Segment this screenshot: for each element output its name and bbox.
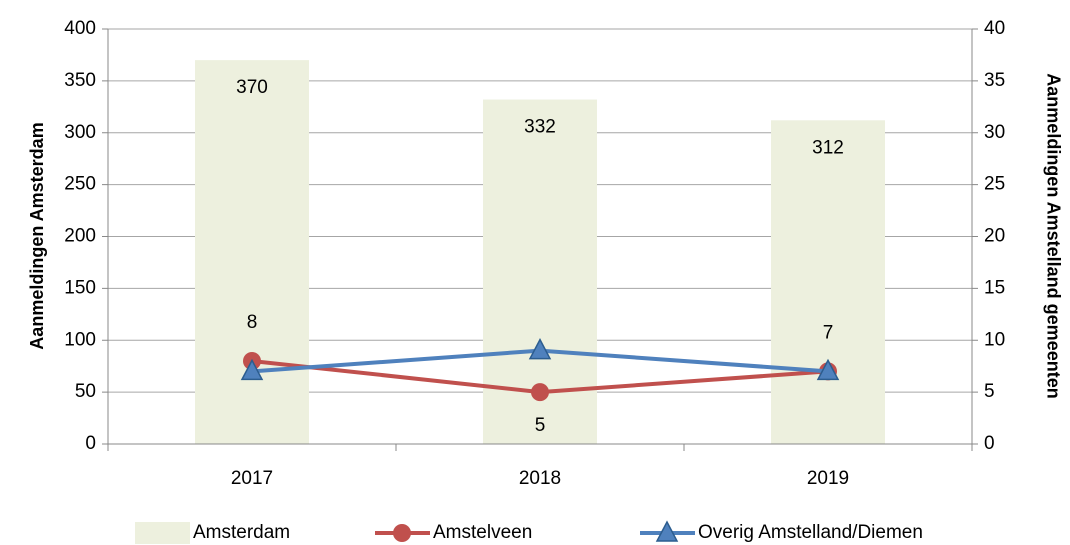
legend-label: Amstelveen xyxy=(433,522,532,543)
y2-tick-label: 35 xyxy=(984,70,1005,91)
line-marker xyxy=(655,520,679,542)
line-marker xyxy=(393,524,411,542)
y2-tick-label: 40 xyxy=(984,18,1005,39)
bar xyxy=(771,120,885,445)
line-marker xyxy=(816,358,840,381)
y-tick-label: 200 xyxy=(64,226,96,247)
line-label: 8 xyxy=(247,312,258,333)
y2-tick-label: 25 xyxy=(984,174,1005,195)
y2-tick-label: 0 xyxy=(984,433,995,454)
line-label: 7 xyxy=(823,322,834,343)
x-tick-label: 2018 xyxy=(519,468,561,489)
y2-tick-label: 15 xyxy=(984,277,1005,298)
y-tick-label: 0 xyxy=(85,433,96,454)
y2-tick-label: 30 xyxy=(984,122,1005,143)
line-marker xyxy=(531,383,549,402)
y-axis-label: Aanmeldingen Amsterdam xyxy=(27,122,47,349)
x-tick-label: 2019 xyxy=(807,468,849,489)
bar-label: 332 xyxy=(524,117,556,138)
bar xyxy=(195,60,309,444)
legend-label: Amsterdam xyxy=(193,522,290,543)
x-tick-label: 2017 xyxy=(231,468,273,489)
y2-tick-label: 10 xyxy=(984,329,1005,350)
y-tick-label: 150 xyxy=(64,277,96,298)
y-tick-label: 300 xyxy=(64,122,96,143)
legend-swatch xyxy=(135,522,190,544)
bar-label: 312 xyxy=(812,137,844,158)
y-tick-label: 50 xyxy=(75,381,96,402)
y2-tick-label: 5 xyxy=(984,381,995,402)
bar-label: 370 xyxy=(236,77,268,98)
y-tick-label: 350 xyxy=(64,70,96,91)
line-marker xyxy=(240,358,264,381)
y2-axis-label: Aanmeldingen Amstelland gemeenten xyxy=(1043,73,1063,398)
y2-tick-label: 20 xyxy=(984,226,1005,247)
y-tick-label: 250 xyxy=(64,174,96,195)
y-tick-label: 100 xyxy=(64,329,96,350)
line-label: 5 xyxy=(535,415,546,436)
line-marker xyxy=(528,338,552,360)
y-tick-label: 400 xyxy=(64,18,96,39)
legend-label: Overig Amstelland/Diemen xyxy=(698,522,923,543)
